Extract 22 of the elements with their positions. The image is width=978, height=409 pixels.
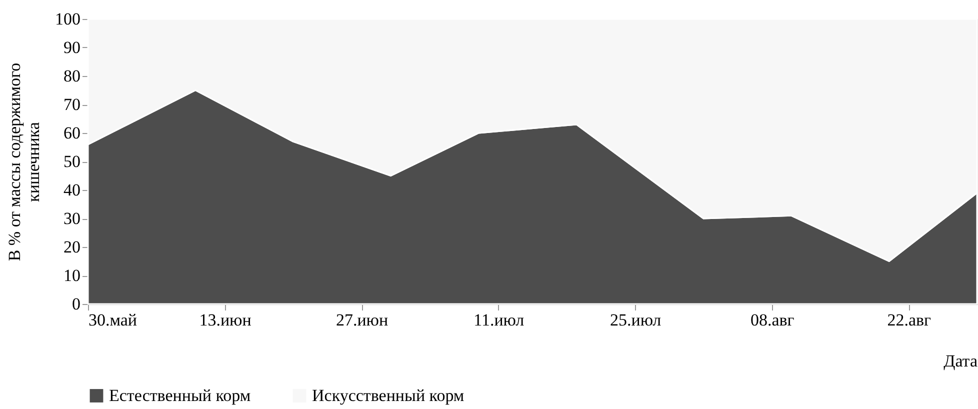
y-tick-label: 30: [64, 209, 80, 228]
y-tick-label: 50: [64, 152, 80, 171]
x-tick-label: 13.июн: [199, 310, 252, 330]
x-tick-label: 11.июл: [474, 310, 525, 330]
legend-label: Естественный корм: [109, 386, 251, 405]
y-tick-label: 40: [64, 180, 80, 200]
y-tick-label: 10: [64, 266, 80, 285]
y-tick-label: 0: [72, 294, 80, 314]
y-tick-label: 80: [64, 66, 80, 86]
y-tick-label: 70: [64, 95, 80, 114]
legend-label: Искусственный корм: [312, 386, 464, 405]
x-tick-label: 22.авг: [887, 310, 932, 330]
y-tick-label: 20: [64, 238, 80, 256]
x-tick-label: 27.июн: [336, 310, 388, 330]
y-axis-title: В % от массы содержимого кишечника: [5, 62, 43, 262]
y-tick-label: 100: [55, 10, 80, 28]
x-tick-label: 25.июл: [610, 310, 662, 330]
y-tick-label: 60: [64, 124, 80, 142]
x-tick-label: 30.май: [88, 310, 138, 330]
y-tick-label: 90: [64, 38, 80, 57]
x-axis-title: Дата: [944, 352, 978, 370]
x-tick-label: 08.авг: [750, 310, 794, 330]
